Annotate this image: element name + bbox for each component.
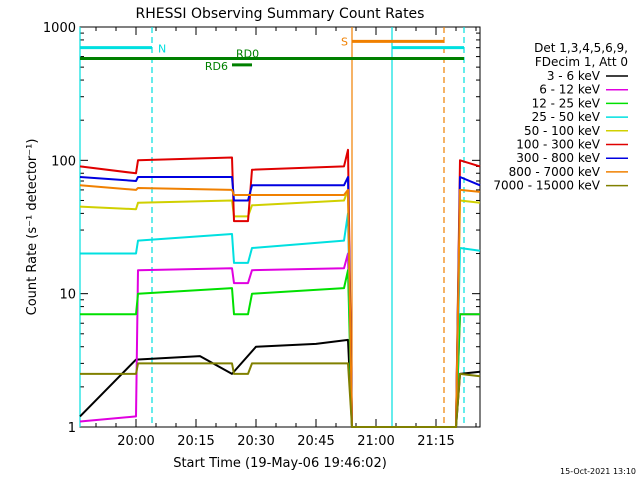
x-axis-label: Start Time (19-May-06 19:46:02) [173, 456, 387, 471]
series-line-50-100-kev [79, 188, 481, 428]
axis-ticks: 1 10 100 1000 20:00 20:15 20:30 20:45 21:00 21:15 [43, 21, 480, 449]
date-stamp: 15-Oct-2021 13:10 [560, 467, 636, 476]
legend-label: 12 - 25 keV [532, 96, 601, 110]
series-line-100-300-kev [79, 148, 481, 428]
series-line-3-6-kev [79, 338, 481, 428]
legend-header-line-1: Det 1,3,4,5,6,9, [534, 41, 628, 55]
vertical-markers [79, 27, 465, 427]
legend-label: 300 - 800 keV [516, 151, 600, 165]
flag-label-rd0: RD0 [236, 48, 259, 61]
legend: Det 1,3,4,5,6,9, FDecim 1, Att 0 3 - 6 k… [493, 41, 628, 193]
chart-title: RHESSI Observing Summary Count Rates [136, 6, 425, 22]
legend-label: 3 - 6 keV [547, 69, 601, 83]
x-tick-label: 21:00 [357, 434, 394, 449]
x-tick-label: 21:15 [417, 434, 454, 449]
legend-label: 800 - 7000 keV [509, 165, 601, 179]
series-line-800-7000-kev [79, 184, 481, 428]
plot-frame [79, 26, 481, 428]
flag-label-rd6: RD6 [205, 60, 228, 73]
series-line-7000-15000-kev [80, 362, 481, 428]
x-tick-label: 20:00 [117, 434, 154, 449]
legend-label: 50 - 100 keV [524, 124, 601, 138]
x-tick-label: 20:45 [297, 434, 334, 449]
legend-header-line-2: FDecim 1, Att 0 [535, 55, 628, 69]
y-tick-label: 1000 [43, 21, 76, 36]
x-tick-label: 20:15 [177, 434, 214, 449]
flag-bars: N S RD0 RD6 [80, 35, 464, 73]
series-line-25-50-kev [80, 212, 481, 428]
series-line-6-12-kev [79, 252, 480, 428]
y-axis-label: Count Rate (s⁻¹ detector⁻¹) [25, 139, 40, 316]
flag-label-n: N [158, 43, 166, 56]
series-lines [79, 148, 481, 428]
x-tick-label: 20:30 [237, 434, 274, 449]
legend-label: 7000 - 15000 keV [493, 179, 600, 193]
series-line-300-800-kev [79, 176, 481, 428]
legend-label: 100 - 300 keV [516, 138, 600, 152]
y-tick-label: 10 [59, 288, 76, 303]
series-line-12-25-kev [80, 269, 480, 428]
flag-label-s: S [341, 35, 348, 48]
y-tick-label: 1 [68, 421, 76, 436]
legend-label: 6 - 12 keV [539, 83, 601, 97]
legend-label: 25 - 50 keV [532, 110, 601, 124]
y-tick-label: 100 [51, 154, 76, 169]
